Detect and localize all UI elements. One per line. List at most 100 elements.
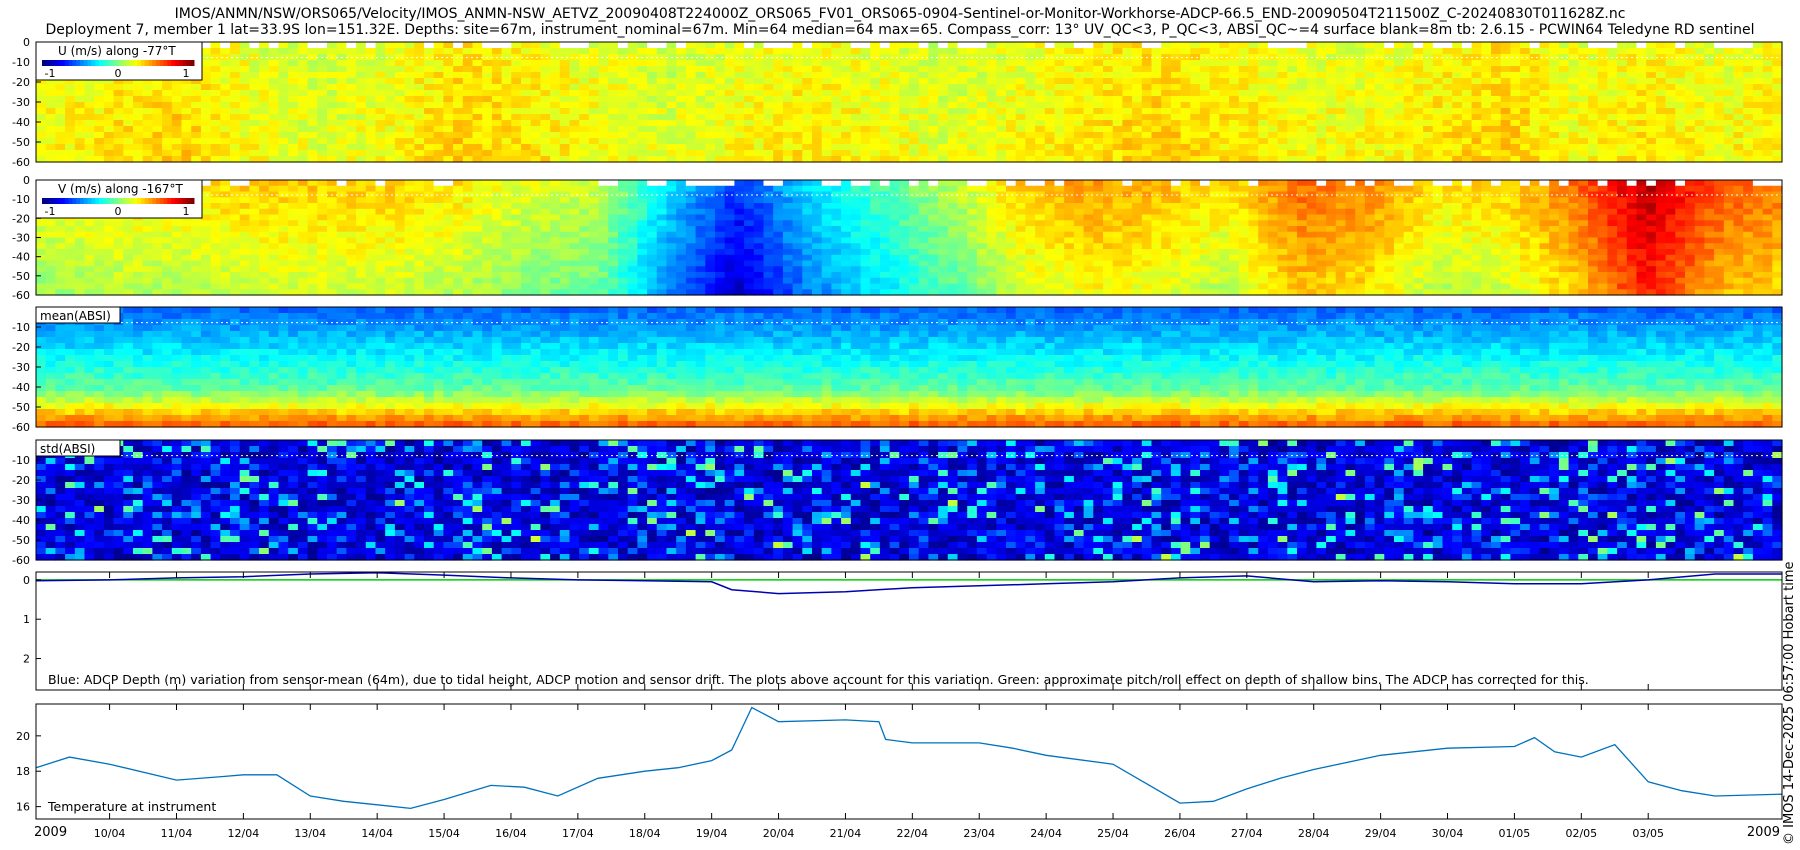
heatmap-cell [976, 156, 988, 163]
heatmap-cell [249, 237, 260, 244]
heatmap-cell [1549, 120, 1560, 127]
heatmap-cell [967, 42, 978, 49]
heatmap-cell [734, 66, 745, 73]
heatmap-cell [453, 42, 464, 49]
heatmap-cell [1316, 78, 1327, 85]
heatmap-cell [608, 237, 619, 244]
heatmap-cell [1607, 150, 1618, 157]
heatmap-cell [404, 180, 415, 187]
heatmap-cell [220, 144, 231, 151]
heatmap-cell [501, 220, 512, 227]
heatmap-cell [550, 78, 561, 85]
heatmap-cell [850, 78, 862, 85]
heatmap-cell [113, 289, 124, 296]
heatmap-cell [414, 266, 425, 273]
heatmap-cell [1578, 84, 1589, 91]
heatmap-cell [84, 78, 95, 85]
heatmap-cell [462, 120, 474, 127]
heatmap-cell [317, 283, 328, 290]
heatmap-cell [618, 283, 629, 290]
heatmap-cell [297, 180, 309, 187]
heatmap-cell [1694, 90, 1705, 97]
heatmap-cell [1704, 48, 1715, 55]
heatmap-cell [1044, 48, 1056, 55]
heatmap-cell [278, 72, 289, 79]
heatmap-cell [1549, 48, 1560, 55]
heatmap-cell [1510, 150, 1521, 157]
heatmap-cell [1588, 120, 1599, 127]
heatmap-cell [1714, 156, 1725, 163]
heatmap-cell [598, 150, 609, 157]
heatmap-cell [618, 197, 629, 204]
heatmap-cell [424, 114, 435, 121]
heatmap-cell [1394, 102, 1405, 109]
heatmap-cell [181, 220, 192, 227]
heatmap-cell [1044, 108, 1056, 115]
heatmap-cell [491, 102, 503, 109]
heatmap-cell [65, 108, 76, 115]
heatmap-cell [1675, 114, 1686, 121]
heatmap-cell [1161, 138, 1172, 145]
heatmap-cell [278, 277, 289, 285]
heatmap-cell [239, 102, 250, 109]
heatmap-cell [1374, 90, 1385, 97]
heatmap-cell [753, 90, 765, 97]
heatmap-cell [676, 266, 687, 273]
heatmap-cell [1423, 102, 1434, 109]
heatmap-cell [588, 272, 600, 279]
heatmap-cell [65, 243, 76, 250]
heatmap-cell [656, 185, 668, 193]
heatmap-cell [259, 48, 270, 55]
heatmap-cell [540, 42, 551, 49]
heatmap-cell [1384, 60, 1395, 67]
heatmap-cell [928, 102, 939, 109]
heatmap-cell [162, 272, 173, 279]
heatmap-cell [74, 120, 86, 127]
heatmap-cell [1141, 66, 1153, 73]
heatmap-cell [986, 126, 997, 133]
heatmap-cell [414, 272, 425, 279]
heatmap-cell [133, 102, 144, 109]
heatmap-cell [647, 96, 658, 103]
heatmap-cell [424, 185, 435, 193]
heatmap-cell [1364, 132, 1376, 139]
heatmap-cell [763, 60, 774, 67]
heatmap-cell [191, 126, 202, 133]
heatmap-cell [103, 243, 115, 250]
heatmap-cell [618, 96, 629, 103]
heatmap-cell [782, 54, 794, 61]
heatmap-cell [1141, 60, 1153, 67]
heatmap-cell [1413, 144, 1424, 151]
heatmap-cell [1238, 138, 1250, 145]
heatmap-cell [918, 48, 929, 55]
heatmap-cell [1064, 78, 1075, 85]
heatmap-cell [443, 60, 454, 67]
heatmap-cell [94, 90, 105, 97]
heatmap-cell [462, 243, 474, 250]
heatmap-cell [647, 203, 658, 210]
heatmap-cell [443, 66, 454, 73]
heatmap-cell [433, 66, 444, 73]
heatmap-cell [1578, 66, 1589, 73]
heatmap-cell [1054, 72, 1065, 79]
heatmap-cell [550, 54, 561, 61]
heatmap-cell [1064, 150, 1075, 157]
heatmap-cell [259, 114, 270, 121]
heatmap-cell [1035, 66, 1046, 73]
heatmap-cell [1714, 114, 1725, 121]
heatmap-cell [307, 114, 318, 121]
heatmap-cell [74, 289, 86, 296]
heatmap-cell [307, 78, 318, 85]
heatmap-cell [1345, 72, 1356, 79]
heatmap-cell [909, 114, 920, 121]
heatmap-cell [317, 260, 328, 267]
heatmap-cell [579, 203, 590, 210]
heatmap-cell [94, 96, 105, 103]
heatmap-cell [220, 203, 231, 210]
heatmap-cell [1597, 42, 1608, 49]
heatmap-cell [1588, 144, 1599, 151]
heatmap-cell [1461, 132, 1473, 139]
heatmap-cell [152, 254, 163, 262]
heatmap-cell [569, 138, 580, 145]
heatmap-cell [1170, 102, 1182, 109]
